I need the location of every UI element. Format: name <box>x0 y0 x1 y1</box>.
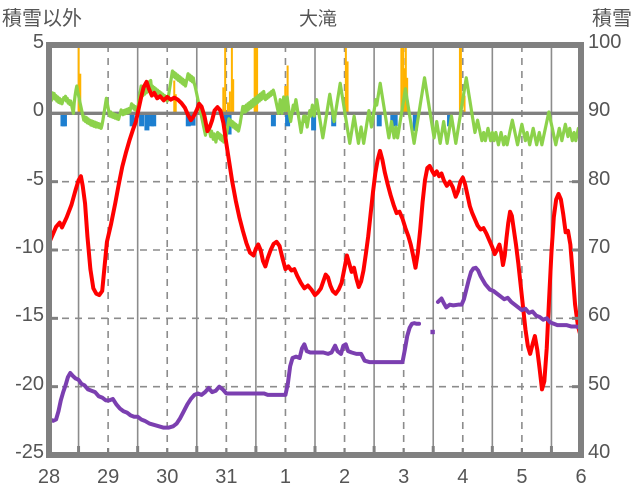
y-axis-label-right: 80 <box>588 167 611 190</box>
snowfall-bar <box>174 94 177 114</box>
x-axis-label: 3 <box>398 466 410 488</box>
precipitation-bar <box>185 113 191 127</box>
snowfall-bar <box>79 73 82 114</box>
snowfall-bar <box>230 45 233 114</box>
x-axis-label: 2 <box>338 466 351 488</box>
snowfall-bar <box>228 91 231 114</box>
y-axis-label-right: 40 <box>588 441 611 463</box>
y-axis-label-left: -25 <box>15 441 44 463</box>
y-axis-label-left: -20 <box>15 372 44 395</box>
snowfall-bar <box>77 45 80 114</box>
precipitation-bar <box>376 113 382 127</box>
snowfall-bar <box>402 45 405 114</box>
chart-title: 大滝 <box>298 9 337 30</box>
left-axis-unit-label: 積雪以外 <box>2 8 82 30</box>
y-axis-label-right: 50 <box>588 372 611 395</box>
snowfall-bar <box>458 45 462 114</box>
dewpoint-isolated-point <box>430 329 435 335</box>
precipitation-bar <box>139 113 145 127</box>
precipitation-bar <box>412 113 418 132</box>
snowfall-bar <box>346 61 349 114</box>
y-axis-label-right: 70 <box>588 236 611 258</box>
snowfall-bar <box>404 45 407 114</box>
right-axis-unit-label: 積雪 <box>592 8 632 30</box>
dewpoint-line-segment-a <box>48 321 422 430</box>
snowfall-bar <box>253 45 259 114</box>
y-axis-label-left: 5 <box>32 31 44 53</box>
precipitation-bar <box>285 113 291 127</box>
series-layer <box>47 69 583 430</box>
x-axis-label: 4 <box>457 466 469 488</box>
snowfall-bar <box>224 45 227 114</box>
y-axis-label-left: -5 <box>26 167 44 190</box>
x-axis-label: 28 <box>37 466 61 488</box>
precipitation-bar <box>311 113 317 131</box>
x-axis-label: 5 <box>516 466 528 488</box>
y-axis-label-left: 0 <box>32 99 44 122</box>
snowfall-bar <box>226 102 229 114</box>
snowfall-bar <box>344 45 347 114</box>
x-axis-label: 31 <box>215 466 238 488</box>
x-axis-label: 1 <box>279 466 291 488</box>
snowfall-bar <box>232 79 235 114</box>
precipitation-bar <box>129 113 135 127</box>
y-axis-label-right: 90 <box>588 99 611 122</box>
axis-ticks <box>47 180 582 456</box>
x-axis-label: 6 <box>575 466 587 488</box>
y-axis-label-left: -15 <box>15 304 44 327</box>
temperature-line <box>48 79 583 392</box>
y-axis-label-left: -10 <box>15 236 44 258</box>
snowfall-bar <box>286 65 289 114</box>
y-axis-label-right: 100 <box>588 31 622 53</box>
snowfall-bar <box>463 95 466 114</box>
y-axis-label-right: 60 <box>588 304 611 327</box>
precipitation-bar <box>392 113 398 127</box>
x-axis-label: 29 <box>96 466 120 488</box>
precipitation-bar <box>270 113 276 127</box>
dewpoint-line-segment-b <box>435 265 583 330</box>
precipitation-bar <box>144 113 150 131</box>
precipitation-bar <box>61 113 67 127</box>
precipitation-bar <box>151 113 157 127</box>
x-axis-label: 30 <box>156 466 179 488</box>
snowfall-bar <box>222 87 225 114</box>
snowfall-bar <box>400 45 403 114</box>
